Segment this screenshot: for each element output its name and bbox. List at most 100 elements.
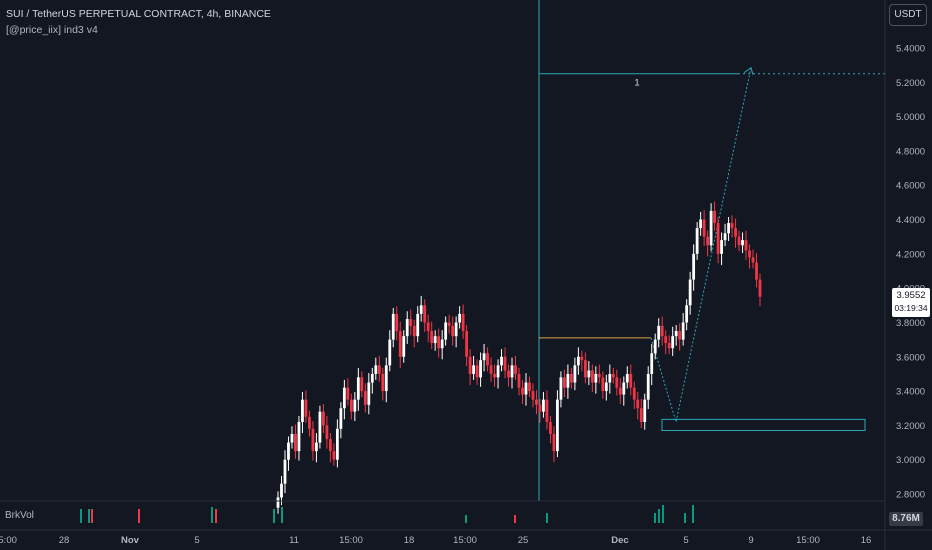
volume-bar (546, 513, 548, 523)
time-tick-label: 15:00 (453, 535, 477, 546)
candle-body (398, 331, 402, 357)
candle-body (542, 399, 545, 412)
volume-bar (465, 515, 467, 523)
candle-body (451, 325, 455, 337)
candle-body (328, 439, 332, 452)
volume-bar (88, 509, 90, 523)
projection-arrowhead (743, 66, 754, 75)
candle-body (322, 411, 325, 426)
candle-body (671, 336, 675, 349)
volume-bar (211, 507, 213, 523)
price-tick-label: 5.4000 (896, 44, 925, 55)
candle-body (755, 262, 758, 280)
volume-value-badge: 8.76M (889, 512, 923, 526)
candle-body (556, 399, 559, 452)
candle-body (444, 322, 448, 340)
candle-body (458, 313, 462, 323)
candle-body (280, 483, 283, 498)
volume-bar (662, 505, 664, 523)
volume-bar (692, 505, 694, 523)
candle-body (709, 210, 713, 246)
price-tick-label: 4.2000 (896, 249, 925, 260)
time-tick-label: Dec (611, 535, 628, 546)
candle-body (622, 382, 626, 395)
candle-body (531, 391, 535, 400)
candle-body (748, 250, 751, 258)
candle-body (493, 373, 496, 378)
price-tick-label: 4.8000 (896, 146, 925, 157)
candle-body (664, 336, 668, 344)
candle-body (521, 387, 524, 395)
indicator-label[interactable]: [@price_iix] ind3 v4 (6, 24, 98, 36)
candle-body (517, 373, 521, 388)
candle-body (479, 360, 482, 378)
candle-body (304, 399, 308, 417)
chart-drawings: 1 (538, 0, 885, 501)
candle-body (657, 325, 661, 340)
candle-body (639, 408, 643, 422)
time-tick-label: 16 (861, 535, 872, 546)
candle-body (618, 387, 622, 395)
candle-body (727, 222, 730, 234)
chart-title[interactable]: SUI / TetherUS PERPETUAL CONTRACT, 4h, B… (6, 8, 271, 20)
candle-body (311, 428, 315, 452)
price-tick-label: 3.4000 (896, 387, 925, 398)
currency-button[interactable]: USDT (889, 4, 927, 26)
candle-body (377, 365, 381, 374)
candle-body (503, 356, 507, 371)
candle-body (496, 365, 500, 378)
candle-body (569, 373, 573, 383)
candle-body (290, 433, 294, 443)
candle-body (412, 325, 416, 337)
candle-body (430, 331, 434, 344)
candle-body (409, 319, 413, 326)
candle-body (419, 305, 423, 314)
volume-indicator-label[interactable]: BrkVol (5, 510, 34, 521)
time-tick-label: 25 (518, 535, 529, 546)
candle-body (702, 219, 706, 237)
volume-bar (658, 509, 660, 523)
candle-body (528, 382, 531, 392)
volume-bar (215, 509, 217, 523)
candle-body (535, 399, 538, 405)
candle-body (699, 219, 703, 229)
candle-body (583, 360, 587, 378)
projection-path (650, 67, 752, 423)
price-tick-label: 3.2000 (896, 421, 925, 432)
candle-body (576, 356, 580, 366)
candle-body (549, 421, 552, 434)
candle-body (342, 387, 346, 409)
candle-body (737, 236, 741, 246)
candle-body (678, 331, 682, 340)
candle-body (632, 387, 636, 400)
time-tick-label: 15:00 (0, 535, 17, 546)
candle-body (381, 373, 385, 392)
candle-body (433, 336, 437, 344)
volume-bars (80, 505, 694, 523)
volume-bar (281, 507, 283, 523)
time-tick-label: Nov (121, 535, 140, 546)
candle-body (563, 377, 566, 388)
last-price: 3.9552 (896, 290, 926, 301)
candle-body (713, 210, 716, 223)
candle-body (730, 222, 734, 229)
price-tick-label: 3.6000 (896, 352, 925, 363)
volume-bar (273, 509, 275, 523)
candle-body (500, 356, 503, 366)
candle-body (688, 279, 692, 306)
candle-body (388, 339, 392, 366)
candle-body (720, 240, 723, 254)
candle-body (643, 399, 647, 422)
candle-body (611, 373, 615, 378)
candle-body (349, 399, 353, 412)
candle-body (681, 322, 685, 340)
price-tick-label: 4.4000 (896, 215, 925, 226)
candle-body (552, 433, 556, 452)
candle-body (318, 411, 322, 443)
annotation-label: 1 (634, 78, 639, 89)
volume-bar (654, 513, 656, 523)
candle-body (335, 428, 339, 460)
price-tick-label: 2.8000 (896, 490, 925, 501)
price-tick-label: 4.6000 (896, 181, 925, 192)
